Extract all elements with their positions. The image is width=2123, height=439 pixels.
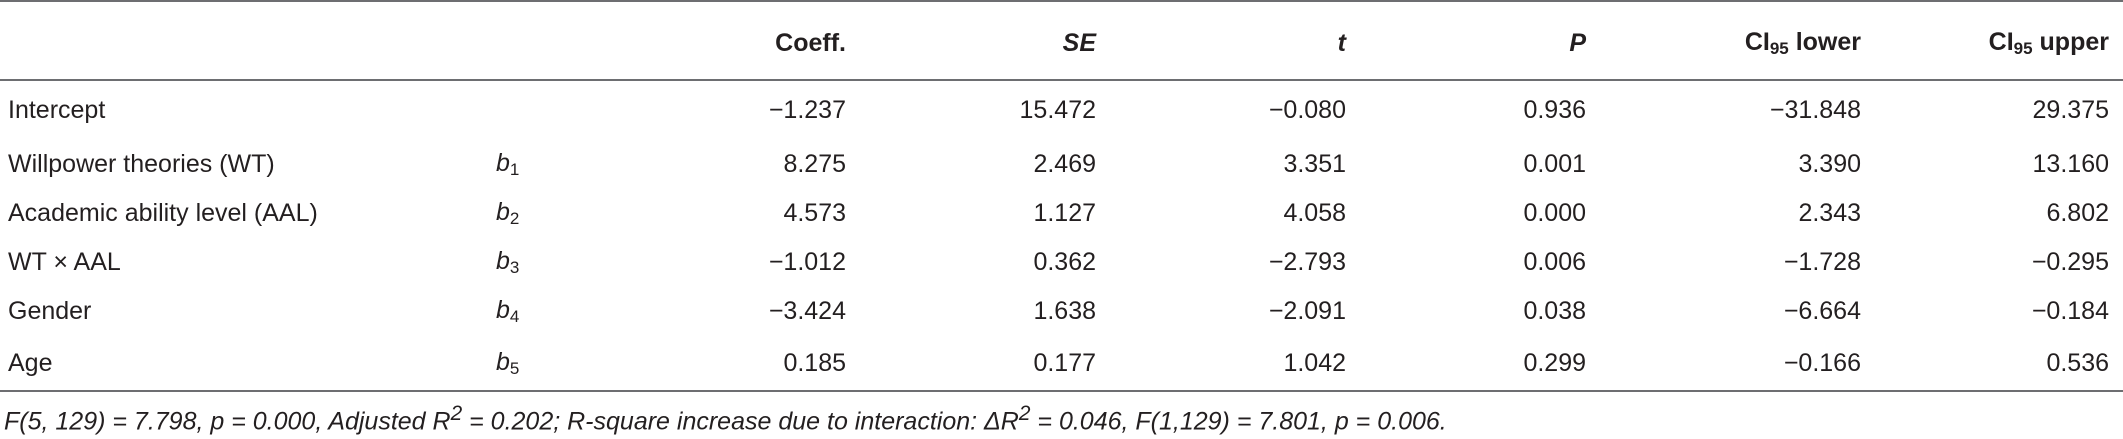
row-symbol: b1 [490, 140, 660, 189]
row-symbol: b5 [490, 336, 660, 392]
row-symbol-letter: b [496, 247, 510, 275]
cell-ci-upper: 0.536 [1875, 336, 2123, 392]
header-ci-upper-prefix: CI [1988, 28, 2014, 56]
footnote-sup2: 2 [1018, 402, 1031, 425]
cell-p: 0.001 [1523, 150, 1586, 178]
header-ci-lower-prefix: CI [1744, 28, 1770, 56]
row-name: WT × AAL [8, 248, 121, 276]
row-symbol-sub: 5 [509, 358, 520, 378]
row-symbol: b2 [490, 189, 660, 238]
header-ci-lower: CI95 lower [1600, 0, 1875, 81]
table-footnote: F(5, 129) = 7.798, p = 0.000, Adjusted R… [4, 402, 1447, 436]
cell-t: 1.042 [1110, 336, 1360, 392]
footnote-part3: = 0.046, F(1,129) = 7.801, p = 0.006. [1030, 407, 1447, 436]
cell-p: 0.299 [1360, 336, 1600, 392]
cell-ci-upper: −0.295 [2031, 248, 2109, 276]
cell-t: −2.091 [1268, 297, 1346, 325]
table-row: Age b5 0.185 0.177 1.042 0.299 −0.166 0.… [0, 336, 2123, 392]
row-symbol-sub: 4 [509, 307, 520, 326]
table-row: WT × AAL b3 −1.012 0.362 −2.793 0.006 −1… [0, 238, 2123, 287]
footnote-sup1: 2 [450, 402, 463, 425]
regression-table-container: Coeff. SE t P CI95 lower CI95 upper Inte… [0, 0, 2123, 392]
header-ci-lower-sub: 95 [1769, 39, 1789, 58]
table-row: Academic ability level (AAL) b2 4.573 1.… [0, 189, 2123, 238]
row-name: Willpower theories (WT) [8, 150, 275, 178]
cell-coeff: 8.275 [783, 150, 846, 178]
cell-ci-lower: −1.728 [1783, 248, 1861, 276]
cell-p: 0.006 [1523, 248, 1586, 276]
header-ci-upper: CI95 upper [1875, 0, 2123, 81]
cell-p: 0.000 [1523, 199, 1586, 227]
row-name: Academic ability level (AAL) [8, 199, 318, 227]
row-symbol: b3 [490, 238, 660, 287]
cell-t: 3.351 [1283, 150, 1346, 178]
cell-ci-lower: −0.166 [1600, 336, 1875, 392]
header-se: SE [860, 0, 1110, 81]
header-ci-lower-suffix: lower [1788, 28, 1861, 56]
table-row: Gender b4 −3.424 1.638 −2.091 0.038 −6.6… [0, 287, 2123, 336]
header-empty-name [0, 0, 490, 81]
header-coeff: Coeff. [660, 0, 860, 81]
header-t: t [1110, 0, 1360, 81]
table-header: Coeff. SE t P CI95 lower CI95 upper [0, 0, 2123, 81]
regression-table: Coeff. SE t P CI95 lower CI95 upper Inte… [0, 0, 2123, 392]
cell-se: 15.472 [1019, 96, 1096, 124]
row-symbol-sub: 3 [509, 258, 520, 277]
table-row: Willpower theories (WT) b1 8.275 2.469 3… [0, 140, 2123, 189]
row-symbol-letter: b [496, 347, 510, 376]
footnote-part2: = 0.202; R-square increase due to intera… [462, 407, 1019, 436]
row-name: Intercept [8, 96, 106, 124]
header-ci-upper-sub: 95 [2013, 39, 2033, 58]
cell-ci-upper: −0.184 [2031, 297, 2109, 325]
header-row: Coeff. SE t P CI95 lower CI95 upper [0, 0, 2123, 81]
cell-se: 1.127 [1033, 199, 1096, 227]
table-body: Intercept −1.237 15.472 −0.080 0.936 −31… [0, 80, 2123, 392]
row-symbol-sub: 2 [509, 209, 520, 228]
cell-se: 1.638 [1033, 297, 1096, 325]
cell-coeff: 4.573 [783, 199, 846, 227]
cell-t: 4.058 [1283, 199, 1346, 227]
cell-se: 0.177 [860, 336, 1110, 392]
footnote-part1: F(5, 129) = 7.798, p = 0.000, Adjusted R [4, 407, 451, 436]
cell-t: −2.793 [1268, 248, 1346, 276]
cell-ci-lower: 2.343 [1798, 199, 1861, 227]
cell-t: −0.080 [1268, 96, 1346, 124]
row-symbol-sub: 1 [509, 160, 520, 179]
cell-ci-upper: 13.160 [2032, 150, 2109, 178]
cell-coeff: 0.185 [660, 336, 860, 392]
cell-p: 0.936 [1523, 96, 1586, 124]
row-symbol [490, 80, 660, 140]
cell-coeff: −1.012 [768, 248, 846, 276]
header-p: P [1360, 0, 1600, 81]
row-symbol-letter: b [496, 149, 510, 177]
cell-se: 0.362 [1033, 248, 1096, 276]
header-empty-symbol [490, 0, 660, 81]
row-symbol: b4 [490, 287, 660, 336]
cell-ci-upper: 29.375 [2032, 96, 2109, 124]
cell-coeff: −3.424 [768, 297, 846, 325]
table-row: Intercept −1.237 15.472 −0.080 0.936 −31… [0, 80, 2123, 140]
cell-ci-lower: 3.390 [1798, 150, 1861, 178]
row-name: Gender [8, 297, 92, 325]
row-name: Age [0, 336, 490, 392]
cell-se: 2.469 [1033, 150, 1096, 178]
header-ci-upper-suffix: upper [2032, 28, 2109, 56]
cell-ci-lower: −31.848 [1769, 96, 1861, 124]
cell-ci-lower: −6.664 [1783, 297, 1861, 325]
row-symbol-letter: b [496, 296, 510, 324]
cell-coeff: −1.237 [768, 96, 846, 124]
cell-p: 0.038 [1523, 297, 1586, 325]
row-symbol-letter: b [496, 198, 510, 226]
cell-ci-upper: 6.802 [2046, 199, 2109, 227]
